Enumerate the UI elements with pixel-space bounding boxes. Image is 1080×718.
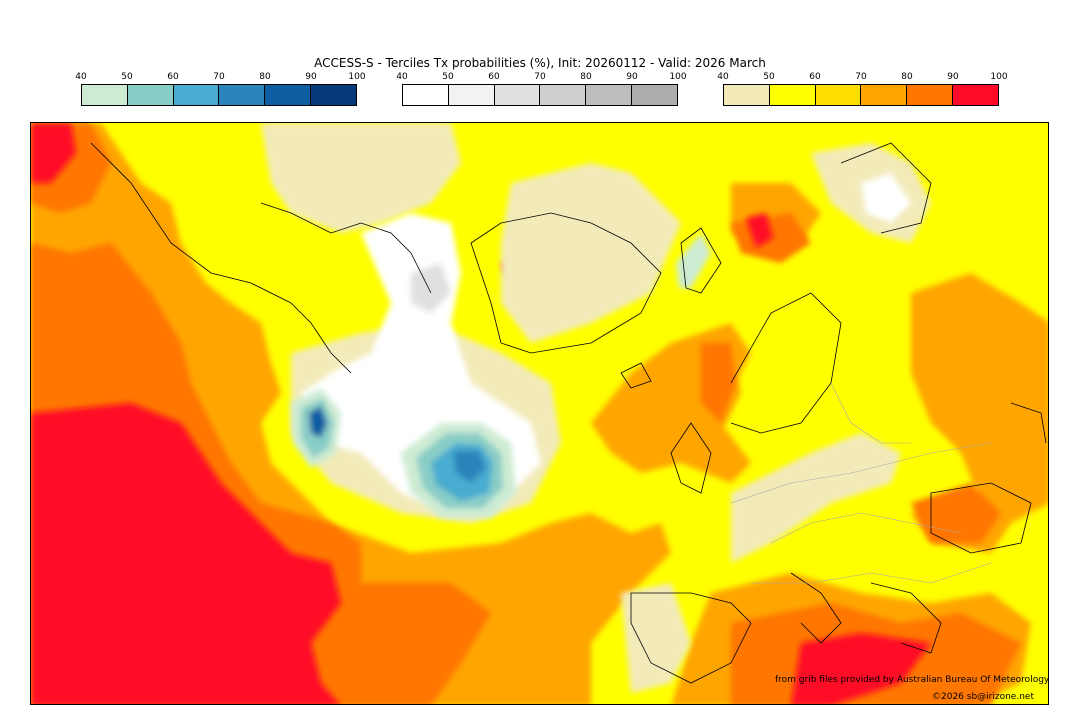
copyright-credit: ©2026 sb@irizone.net bbox=[932, 692, 1034, 702]
legend-swatch bbox=[769, 85, 816, 105]
legend-tick-label: 90 bbox=[305, 72, 317, 82]
legend-tick-label: 80 bbox=[901, 72, 913, 82]
data-source-credit: from grib files provided by Australian B… bbox=[775, 675, 1050, 685]
legend-color-bar bbox=[402, 84, 678, 106]
legend-tick-label: 90 bbox=[947, 72, 959, 82]
legend-swatch bbox=[173, 85, 220, 105]
legend-swatch bbox=[494, 85, 541, 105]
legend-tick-label: 60 bbox=[488, 72, 500, 82]
legend-tick-label: 100 bbox=[990, 72, 1008, 82]
legend-tick-label: 80 bbox=[580, 72, 592, 82]
legend-normal: 40 50 60 70 80 90 100 bbox=[396, 72, 687, 106]
legend-tick-label: 50 bbox=[121, 72, 133, 82]
map-title: ACCESS-S - Terciles Tx probabilities (%)… bbox=[314, 56, 766, 70]
shading-above-90 bbox=[31, 123, 931, 704]
legend-swatch bbox=[265, 85, 312, 105]
coastlines bbox=[90, 142, 1047, 684]
legend-swatch bbox=[586, 85, 633, 105]
legend-tick-label: 40 bbox=[717, 72, 729, 82]
legend-swatch bbox=[815, 85, 862, 105]
country-borders bbox=[730, 382, 992, 584]
legend-tick-label: 70 bbox=[213, 72, 225, 82]
legend-above-normal: 40 50 60 70 80 90 100 bbox=[717, 72, 1008, 106]
legend-swatch bbox=[861, 85, 908, 105]
legend-tick-label: 90 bbox=[626, 72, 638, 82]
legend-swatch bbox=[632, 85, 677, 105]
legend-swatch bbox=[953, 85, 998, 105]
legend-tick-label: 60 bbox=[167, 72, 179, 82]
legend-tick-label: 100 bbox=[669, 72, 687, 82]
legend-swatch bbox=[724, 85, 770, 105]
legend-swatch bbox=[907, 85, 954, 105]
legend-color-bar bbox=[81, 84, 357, 106]
probability-map bbox=[30, 122, 1049, 705]
legend-tick-label: 40 bbox=[75, 72, 87, 82]
legend-color-bar bbox=[723, 84, 999, 106]
legend-swatch bbox=[540, 85, 587, 105]
legend-tick-label: 70 bbox=[534, 72, 546, 82]
legend-swatch bbox=[219, 85, 266, 105]
legend-tick-label: 80 bbox=[259, 72, 271, 82]
legend-ticks: 40 50 60 70 80 90 100 bbox=[396, 72, 686, 84]
legend-tick-label: 100 bbox=[348, 72, 366, 82]
legend-ticks: 40 50 60 70 80 90 100 bbox=[717, 72, 1007, 84]
legend-swatch bbox=[448, 85, 495, 105]
legend-swatch bbox=[403, 85, 449, 105]
legend-swatch bbox=[127, 85, 174, 105]
legend-below-normal: 40 50 60 70 80 90 100 bbox=[75, 72, 366, 106]
legend-tick-label: 60 bbox=[809, 72, 821, 82]
legend-tick-label: 50 bbox=[442, 72, 454, 82]
legend-swatch bbox=[82, 85, 128, 105]
legend-ticks: 40 50 60 70 80 90 100 bbox=[75, 72, 365, 84]
legend-tick-label: 70 bbox=[855, 72, 867, 82]
legend-swatch bbox=[311, 85, 356, 105]
legend-tick-label: 40 bbox=[396, 72, 408, 82]
shading-below bbox=[291, 233, 711, 518]
legend-tick-label: 50 bbox=[763, 72, 775, 82]
